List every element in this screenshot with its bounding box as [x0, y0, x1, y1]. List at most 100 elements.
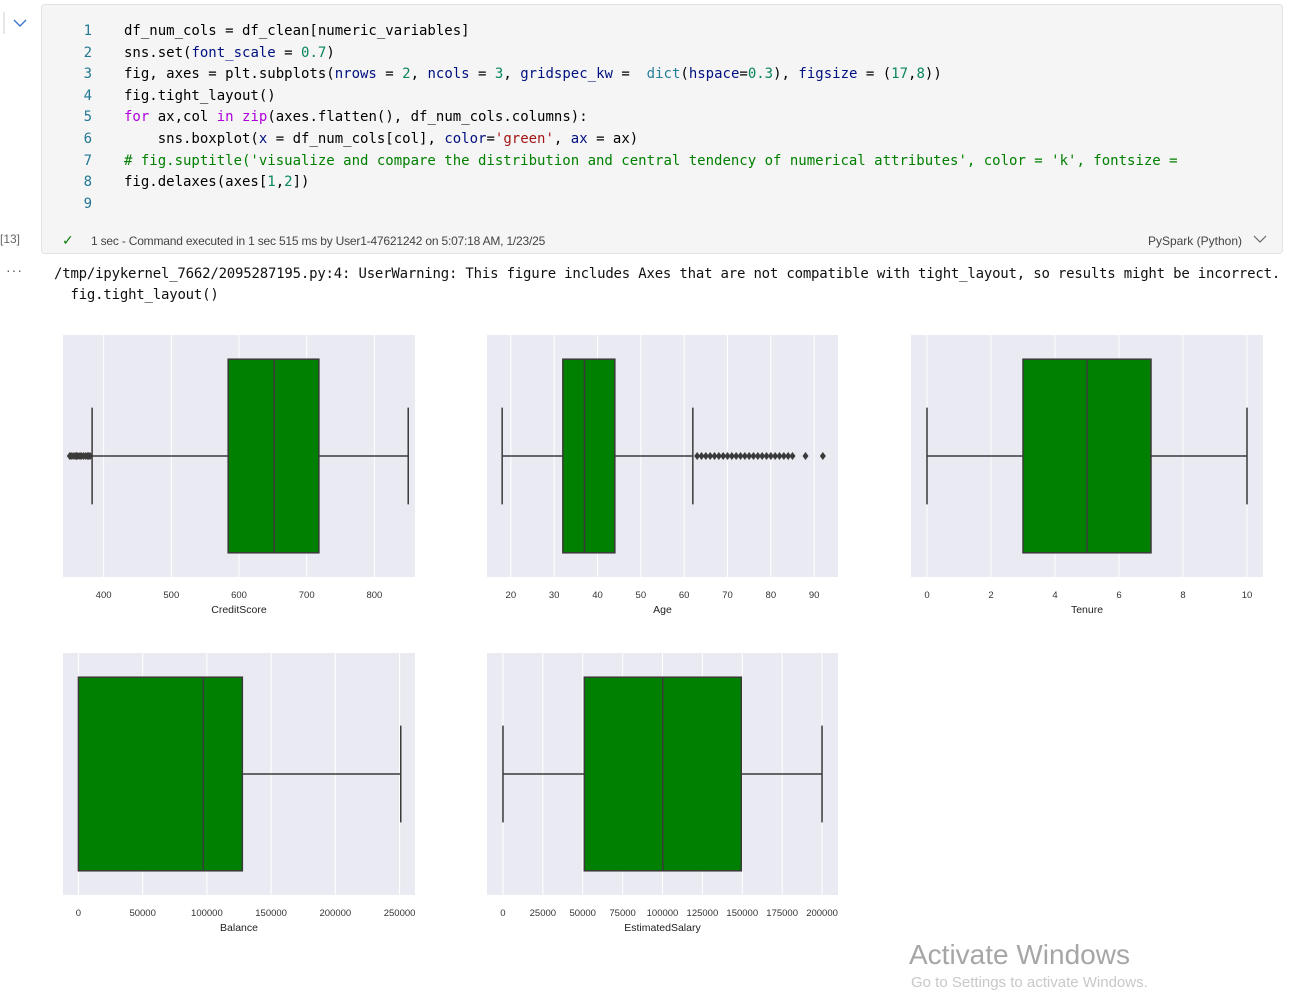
outlier-point [702, 452, 709, 460]
kernel-label[interactable]: PySpark (Python) [1147, 234, 1242, 248]
boxplot-balance: 0 50000 100000 150000 200000 250000 Balance [63, 653, 415, 934]
code-line[interactable]: 7 # fig.suptitle('visualize and compare t… [42, 151, 1282, 173]
tick-label: 100000 [191, 908, 223, 919]
collapse-cell-button[interactable] [2, 12, 32, 34]
tick-label: 70 [722, 590, 733, 601]
tick-label: 700 [299, 590, 315, 601]
x-axis-label: EstimatedSalary [624, 922, 701, 934]
tick-label: 0 [500, 908, 505, 919]
tick-label: 60 [679, 590, 690, 601]
execution-count: [13] [0, 232, 21, 246]
outlier-point [737, 452, 744, 460]
code-line[interactable]: 1 df_num_cols = df_clean[numeric_variable… [42, 21, 1282, 43]
tick-label: 20 [506, 590, 517, 601]
code-line[interactable]: 5 for ax,col in zip(axes.flatten(), df_nu… [42, 107, 1282, 129]
tick-label: 90 [809, 590, 820, 601]
outlier-point [694, 452, 701, 460]
tick-label: 125000 [687, 908, 719, 919]
outlier-point [711, 452, 718, 460]
boxplot-tenure: 0 2 4 6 8 10 Tenure [911, 335, 1263, 616]
tick-label: 50000 [129, 908, 155, 919]
code-line[interactable]: 3 fig, axes = plt.subplots(nrows = 2, nco… [42, 64, 1282, 86]
line-number: 6 [83, 130, 92, 147]
code-editor[interactable]: 1 df_num_cols = df_clean[numeric_variable… [42, 21, 1282, 215]
outlier-point [746, 452, 753, 460]
cell-status-bar: ✓ 1 sec - Command executed in 1 sec 515 … [62, 231, 1268, 251]
activate-windows-subtext: Go to Settings to activate Windows. [911, 974, 1148, 991]
code-line[interactable]: 9 [42, 194, 1282, 216]
warning-output: /tmp/ipykernel_7662/2095287195.py:4: Use… [54, 266, 1281, 303]
outlier-point [724, 452, 731, 460]
tick-label: 200000 [806, 908, 838, 919]
line-number: 7 [83, 152, 92, 169]
kernel-chevron-icon[interactable] [1252, 232, 1268, 246]
tick-label: 150000 [255, 908, 287, 919]
box-iqr [562, 358, 616, 554]
boxplot-estimatedsalary: 0 25000 50000 75000 100000 125000 150000 175000… [487, 653, 838, 934]
code-text: fig.tight_layout() [124, 87, 276, 104]
tick-label: 25000 [530, 908, 556, 919]
outlier-point [728, 452, 735, 460]
line-number: 1 [83, 23, 92, 39]
boxplot-age: 20 30 40 50 60 70 80 90 Age [487, 335, 838, 616]
outlier-point [87, 452, 94, 460]
code-cell[interactable]: 1 df_num_cols = df_clean[numeric_variable… [41, 4, 1283, 254]
line-number: 8 [83, 174, 92, 191]
output-menu-icon[interactable]: ··· [6, 262, 23, 278]
boxplot-creditscore: 400 500 600 700 800 CreditScore [63, 335, 415, 616]
code-text: df_num_cols = df_clean[numeric_variables… [124, 23, 470, 39]
tick-label: 10 [1242, 590, 1253, 601]
tick-label: 30 [549, 590, 560, 601]
code-line[interactable]: 4 fig.tight_layout() [42, 86, 1282, 108]
line-number: 9 [83, 195, 92, 212]
tick-label: 100000 [647, 908, 679, 919]
outlier-point [785, 452, 792, 460]
code-line[interactable]: 8 fig.delaxes(axes[1,2]) [42, 172, 1282, 194]
code-text: fig.delaxes(axes[1,2]) [124, 174, 310, 191]
outlier-point [715, 452, 722, 460]
line-number: 2 [83, 44, 92, 61]
tick-label: 500 [163, 590, 179, 601]
outlier-point [698, 452, 705, 460]
tick-label: 600 [231, 590, 247, 601]
line-number: 3 [83, 66, 92, 83]
tick-label: 175000 [766, 908, 798, 919]
line-number: 5 [83, 109, 92, 126]
tick-label: 80 [766, 590, 777, 601]
box-iqr [77, 676, 244, 872]
code-line[interactable]: 6 sns.boxplot(x = df_num_cols[col], colo… [42, 129, 1282, 151]
outlier-point [720, 452, 727, 460]
code-text: # fig.suptitle('visualize and compare th… [124, 152, 1178, 169]
outlier-point [741, 452, 748, 460]
success-check-icon: ✓ [62, 232, 74, 248]
tick-label: 50000 [570, 908, 596, 919]
outlier-point [776, 452, 783, 460]
tick-label: 800 [366, 590, 382, 601]
outlier-point [767, 452, 774, 460]
outlier-point [759, 452, 766, 460]
tick-label: 4 [1052, 590, 1057, 601]
outlier-point [802, 452, 809, 460]
tick-label: 250000 [384, 908, 416, 919]
outlier-point [772, 452, 779, 460]
outlier-point [733, 452, 740, 460]
x-axis-label: Age [653, 604, 672, 616]
outlier-point [763, 452, 770, 460]
tick-label: 0 [924, 590, 929, 601]
code-text: fig, axes = plt.subplots(nrows = 2, ncol… [124, 66, 942, 83]
code-line[interactable]: 2 sns.set(font_scale = 0.7) [42, 43, 1282, 65]
line-number: 4 [83, 87, 92, 104]
tick-label: 75000 [609, 908, 635, 919]
outlier-point [789, 452, 796, 460]
code-text: for ax,col in zip(axes.flatten(), df_num… [124, 109, 588, 126]
tick-label: 2 [988, 590, 993, 601]
x-axis-label: CreditScore [211, 604, 267, 616]
outlier-point [819, 452, 826, 460]
outlier-point [750, 452, 757, 460]
activate-windows-watermark: Activate Windows [909, 939, 1130, 970]
chevron-down-icon [3, 12, 27, 34]
tick-label: 0 [76, 908, 81, 919]
tick-label: 8 [1180, 590, 1185, 601]
tick-label: 150000 [726, 908, 758, 919]
